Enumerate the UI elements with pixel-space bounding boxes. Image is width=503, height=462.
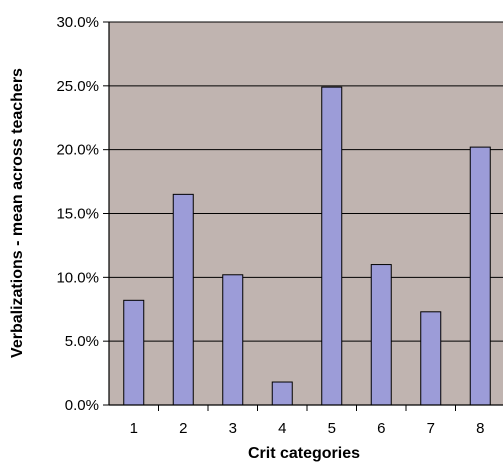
y-tick-label: 25.0%	[56, 78, 99, 95]
x-tick-label: 8	[476, 420, 484, 437]
y-tick-label: 20.0%	[56, 142, 99, 159]
bar-category-4	[271, 381, 293, 406]
x-tick-label: 4	[278, 420, 286, 437]
x-tick-label: 2	[179, 420, 187, 437]
y-tick-label: 0.0%	[65, 397, 99, 414]
x-tick-label: 7	[427, 420, 435, 437]
x-axis-ticks: 1 2 3 4 5 6 7 8	[130, 405, 484, 437]
x-tick-label: 6	[377, 420, 385, 437]
bars	[123, 86, 491, 406]
y-axis-title: Verbalizations - mean across teachers	[9, 68, 26, 358]
x-tick-label: 3	[229, 420, 237, 437]
bar-category-6	[370, 264, 392, 406]
y-tick-label: 30.0%	[56, 14, 99, 31]
y-tick-label: 10.0%	[56, 269, 99, 286]
y-tick-label: 15.0%	[56, 206, 99, 223]
y-tick-label: 5.0%	[65, 333, 99, 350]
x-tick-label: 1	[130, 420, 138, 437]
bar-category-3	[222, 274, 244, 406]
bar-category-2	[172, 193, 194, 406]
y-axis-ticks: 0.0% 5.0% 10.0% 15.0% 20.0% 25.0% 30.0%	[56, 14, 109, 414]
bar-category-1	[123, 299, 145, 406]
bar-category-5	[321, 86, 343, 406]
bar-category-7	[420, 311, 442, 406]
x-tick-label: 5	[328, 420, 336, 437]
bar-category-8	[469, 146, 491, 406]
x-axis-title: Crit categories	[248, 445, 360, 462]
